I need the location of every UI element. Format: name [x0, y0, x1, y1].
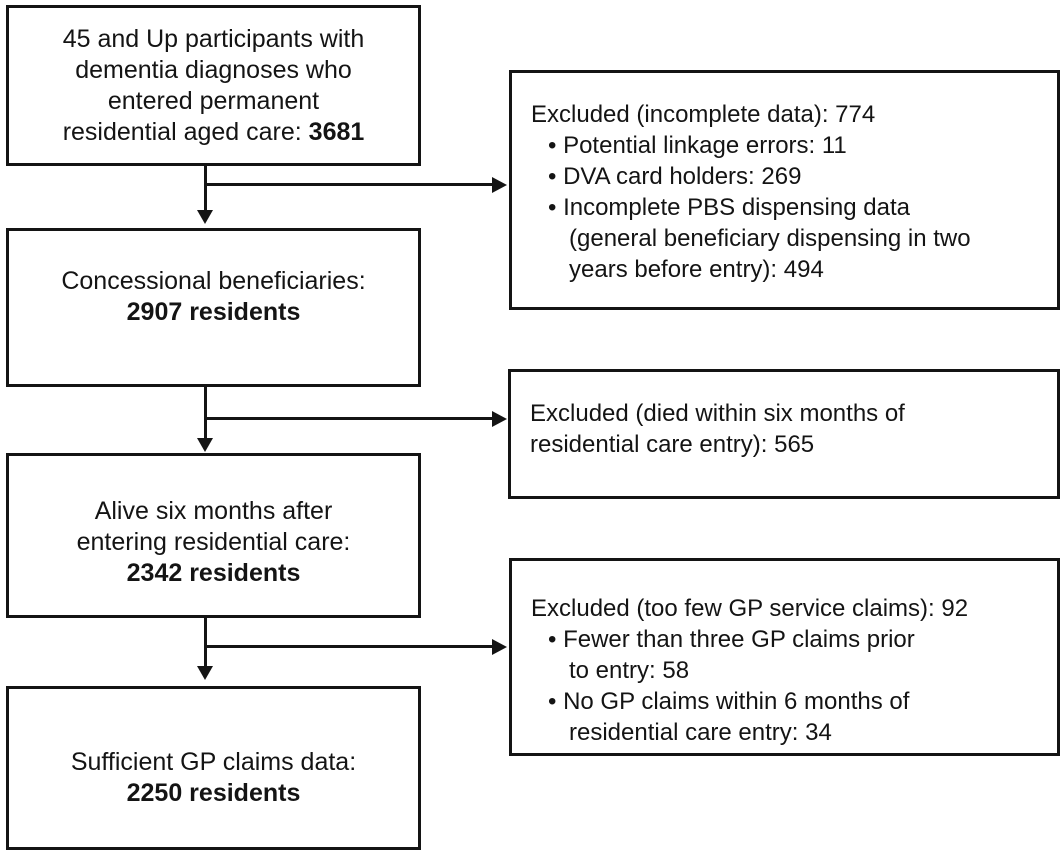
text-segment: Excluded (too few GP service claims): 92	[531, 595, 969, 622]
text-segment: 2250 residents	[126, 779, 301, 807]
text-line: 2250 residents	[71, 778, 356, 809]
text-line: • Incomplete PBS dispensing data	[531, 192, 1049, 223]
text-segment: 2907 residents	[126, 297, 301, 326]
text-line: Alive six months after	[77, 496, 351, 527]
connector2-vertical-line	[204, 385, 207, 441]
exclusion-box-text: Excluded (too few GP service claims): 92…	[512, 561, 1057, 748]
text-segment: • Fewer than three GP claims prior	[548, 626, 915, 653]
exclusion-box-incomplete-data: Excluded (incomplete data): 774 • Potenti…	[509, 70, 1060, 310]
text-segment: • DVA card holders: 269	[548, 163, 802, 190]
flow-box-text: Sufficient GP claims data: 2250 residents	[71, 747, 356, 809]
text-segment: • Incomplete PBS dispensing data	[548, 194, 910, 221]
text-line: entering residential care:	[77, 527, 351, 558]
connector2-branch-line	[205, 417, 493, 420]
text-line: • DVA card holders: 269	[531, 161, 1049, 192]
text-line: Excluded (too few GP service claims): 92	[531, 593, 1049, 624]
connector1-branch-line	[205, 183, 493, 186]
connector2-arrowhead-right-icon	[492, 411, 507, 427]
text-line: Excluded (died within six months of	[530, 398, 1049, 429]
flow-box-text: Concessional beneficiaries: 2907 resident…	[61, 266, 365, 328]
text-segment: 3681	[308, 117, 365, 146]
text-line: • Potential linkage errors: 11	[531, 130, 1049, 161]
text-line: residential care entry: 34	[531, 717, 1049, 748]
text-segment: Excluded (incomplete data): 774	[531, 101, 876, 128]
text-line: Excluded (incomplete data): 774	[531, 99, 1049, 130]
flow-box-text: 45 and Up participants with dementia diag…	[63, 24, 365, 148]
text-line: to entry: 58	[531, 655, 1049, 686]
text-line: years before entry): 494	[531, 254, 1049, 285]
flow-box-text: Alive six months after entering residenti…	[77, 496, 351, 589]
connector3-vertical-line	[204, 616, 207, 669]
text-line: 45 and Up participants with	[63, 24, 365, 55]
text-segment: • Potential linkage errors: 11	[548, 132, 847, 159]
text-line: (general beneficiary dispensing in two	[531, 223, 1049, 254]
text-segment: entering residential care:	[76, 528, 351, 556]
exclusion-box-text: Excluded (incomplete data): 774 • Potenti…	[512, 73, 1057, 285]
text-segment: residential care entry): 565	[530, 431, 815, 458]
text-line: • No GP claims within 6 months of	[531, 686, 1049, 717]
connector1-arrowhead-right-icon	[492, 177, 507, 193]
text-segment: entered permanent	[107, 86, 320, 115]
text-line: • Fewer than three GP claims prior	[531, 624, 1049, 655]
text-segment: dementia diagnoses who	[75, 55, 352, 84]
text-line: residential care entry): 565	[530, 429, 1049, 460]
text-segment: years before entry): 494	[569, 256, 824, 283]
flow-box-concessional: Concessional beneficiaries: 2907 resident…	[6, 228, 421, 387]
text-line: 2342 residents	[77, 558, 351, 589]
connector3-arrowhead-down-icon	[197, 666, 213, 680]
text-segment: (general beneficiary dispensing in two	[569, 225, 971, 252]
text-line: Sufficient GP claims data:	[71, 747, 356, 778]
text-segment: to entry: 58	[569, 657, 690, 684]
connector3-arrowhead-right-icon	[492, 639, 507, 655]
flow-box-sufficient-gp-claims: Sufficient GP claims data: 2250 residents	[6, 686, 421, 850]
text-line: entered permanent	[63, 86, 365, 117]
text-segment: residential care entry: 34	[569, 719, 832, 746]
connector2-arrowhead-down-icon	[197, 438, 213, 452]
text-segment: Sufficient GP claims data:	[70, 748, 357, 776]
text-line: 2907 residents	[61, 297, 365, 328]
connector1-vertical-line	[204, 164, 207, 212]
text-segment: residential aged care:	[62, 117, 309, 146]
text-segment: Concessional beneficiaries:	[61, 266, 366, 295]
text-line: dementia diagnoses who	[63, 55, 365, 86]
flow-box-alive-six-months: Alive six months after entering residenti…	[6, 453, 421, 618]
connector1-arrowhead-down-icon	[197, 210, 213, 224]
text-segment: Excluded (died within six months of	[530, 400, 905, 427]
text-line: Concessional beneficiaries:	[61, 266, 365, 297]
exclusion-box-text: Excluded (died within six months of resid…	[511, 372, 1057, 460]
flow-box-participants: 45 and Up participants with dementia diag…	[6, 5, 421, 166]
text-segment: 45 and Up participants with	[62, 24, 365, 53]
text-segment: Alive six months after	[94, 497, 333, 525]
text-segment: 2342 residents	[126, 559, 301, 587]
text-segment: • No GP claims within 6 months of	[548, 688, 910, 715]
exclusion-box-died: Excluded (died within six months of resid…	[508, 369, 1060, 499]
exclusion-box-too-few-gp-claims: Excluded (too few GP service claims): 92…	[509, 558, 1060, 756]
connector3-branch-line	[205, 645, 493, 648]
text-line: residential aged care: 3681	[63, 117, 365, 148]
